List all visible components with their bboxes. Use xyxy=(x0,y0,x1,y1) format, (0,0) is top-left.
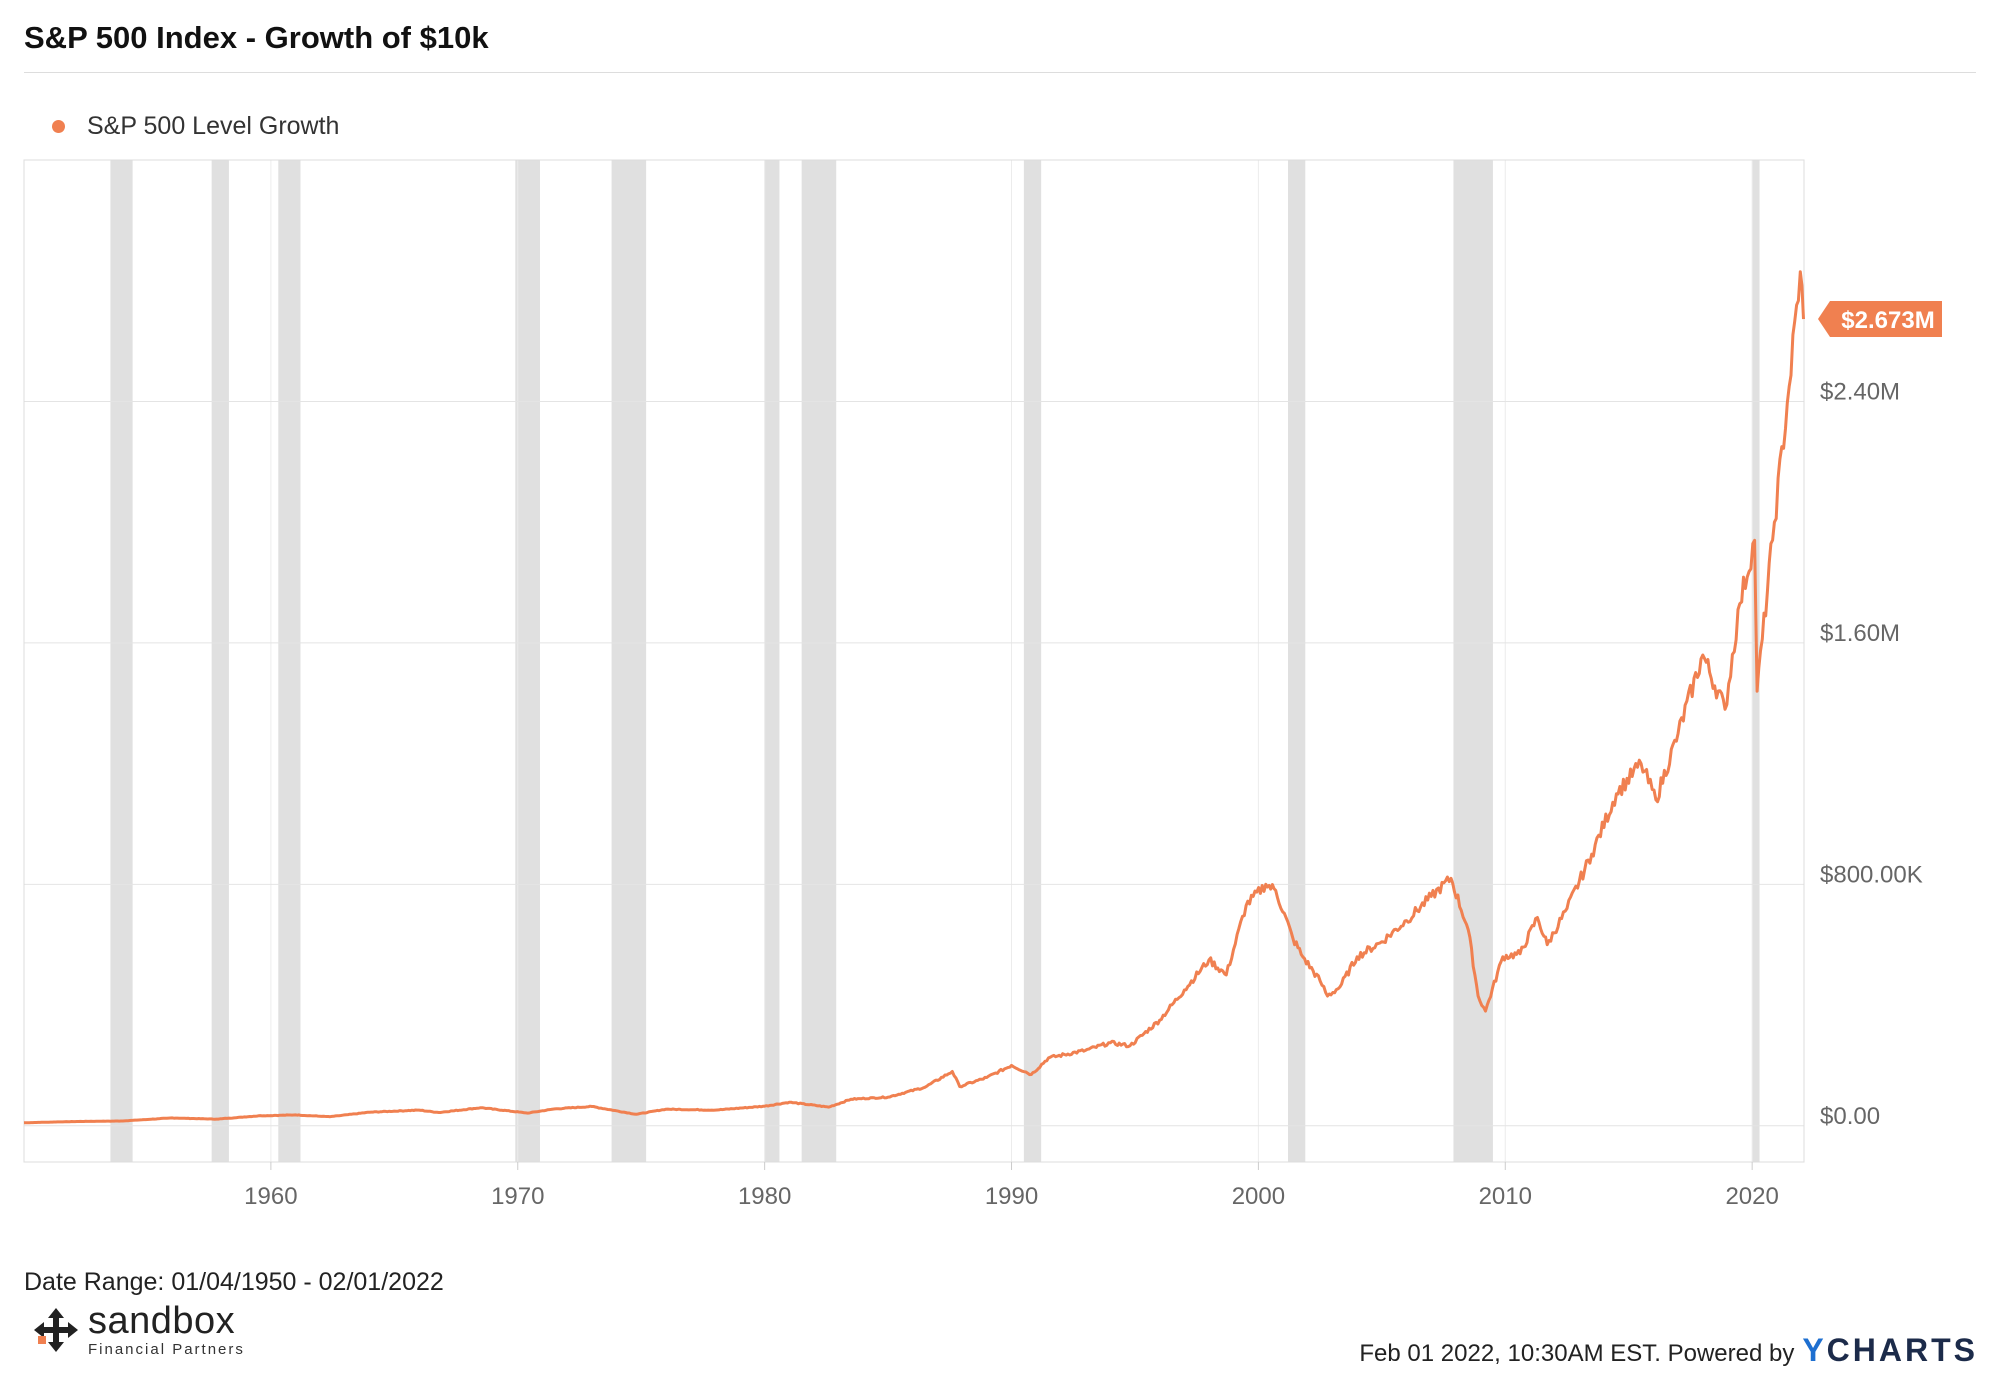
recession-band xyxy=(515,160,540,1162)
y-tick-label: $1.60M xyxy=(1820,620,1900,647)
powered-by: Feb 01 2022, 10:30AM EST. Powered by YCH… xyxy=(1359,1332,1978,1369)
x-tick-label: 2020 xyxy=(1725,1183,1778,1210)
x-tick-label: 1990 xyxy=(985,1183,1038,1210)
y-tick-label: $0.00 xyxy=(1820,1103,1880,1130)
chart-title: S&P 500 Index - Growth of $10k xyxy=(24,20,489,55)
last-value-tag xyxy=(1818,301,1942,338)
line-chart: 1960 1970 1980 1990 2000 2010 2020 $0.00 $800.0… xyxy=(23,159,1942,1210)
x-tick-label: 1980 xyxy=(738,1183,791,1210)
ycharts-logo[interactable]: YCHARTS xyxy=(1802,1332,1978,1369)
x-tick-label: 2010 xyxy=(1479,1183,1532,1210)
date-range: Date Range: 01/04/1950 - 02/01/2022 xyxy=(24,1268,444,1296)
x-tick-label: 2000 xyxy=(1232,1183,1285,1210)
timestamp: Feb 01 2022, 10:30AM EST. Powered by xyxy=(1359,1340,1795,1367)
y-axis: $0.00 $800.00K $1.60M $2.40M xyxy=(1820,378,1923,1129)
legend-marker xyxy=(52,120,65,133)
recession-band xyxy=(278,160,301,1162)
recession-band xyxy=(764,160,780,1162)
series-line xyxy=(23,270,1805,1125)
legend[interactable]: S&P 500 Level Growth xyxy=(52,112,339,141)
last-value-marker: $2.673M xyxy=(1818,301,1942,338)
series xyxy=(23,270,1805,1125)
brand-name: sandbox xyxy=(88,1300,236,1342)
y-tick-label: $800.00K xyxy=(1820,861,1923,888)
recession-band xyxy=(1288,160,1306,1162)
gridlines xyxy=(24,160,1804,1162)
x-tick-label: 1960 xyxy=(244,1183,297,1210)
ycharts-logo-text: CHARTS xyxy=(1826,1332,1978,1368)
plot-frame xyxy=(23,159,1805,1163)
recession-band xyxy=(801,160,837,1162)
x-tick-label: 1970 xyxy=(491,1183,544,1210)
ycharts-logo-initial: Y xyxy=(1802,1332,1827,1368)
y-tick-label: $2.40M xyxy=(1820,378,1900,405)
recession-band xyxy=(211,160,229,1162)
x-axis: 1960 1970 1980 1990 2000 2010 2020 xyxy=(244,1162,1779,1210)
brand-subtitle: Financial Partners xyxy=(88,1341,245,1358)
recession-band xyxy=(1453,160,1493,1162)
last-value-label: $2.673M xyxy=(1841,307,1934,334)
recession-bands xyxy=(110,160,1760,1162)
legend-label: S&P 500 Level Growth xyxy=(87,112,340,140)
recession-band xyxy=(110,160,133,1162)
recession-band xyxy=(611,160,647,1162)
brand-logo: sandbox Financial Partners xyxy=(32,1302,245,1357)
arrows-cross-icon xyxy=(34,1307,78,1352)
title-divider xyxy=(24,72,1976,73)
recession-band xyxy=(1023,160,1042,1162)
